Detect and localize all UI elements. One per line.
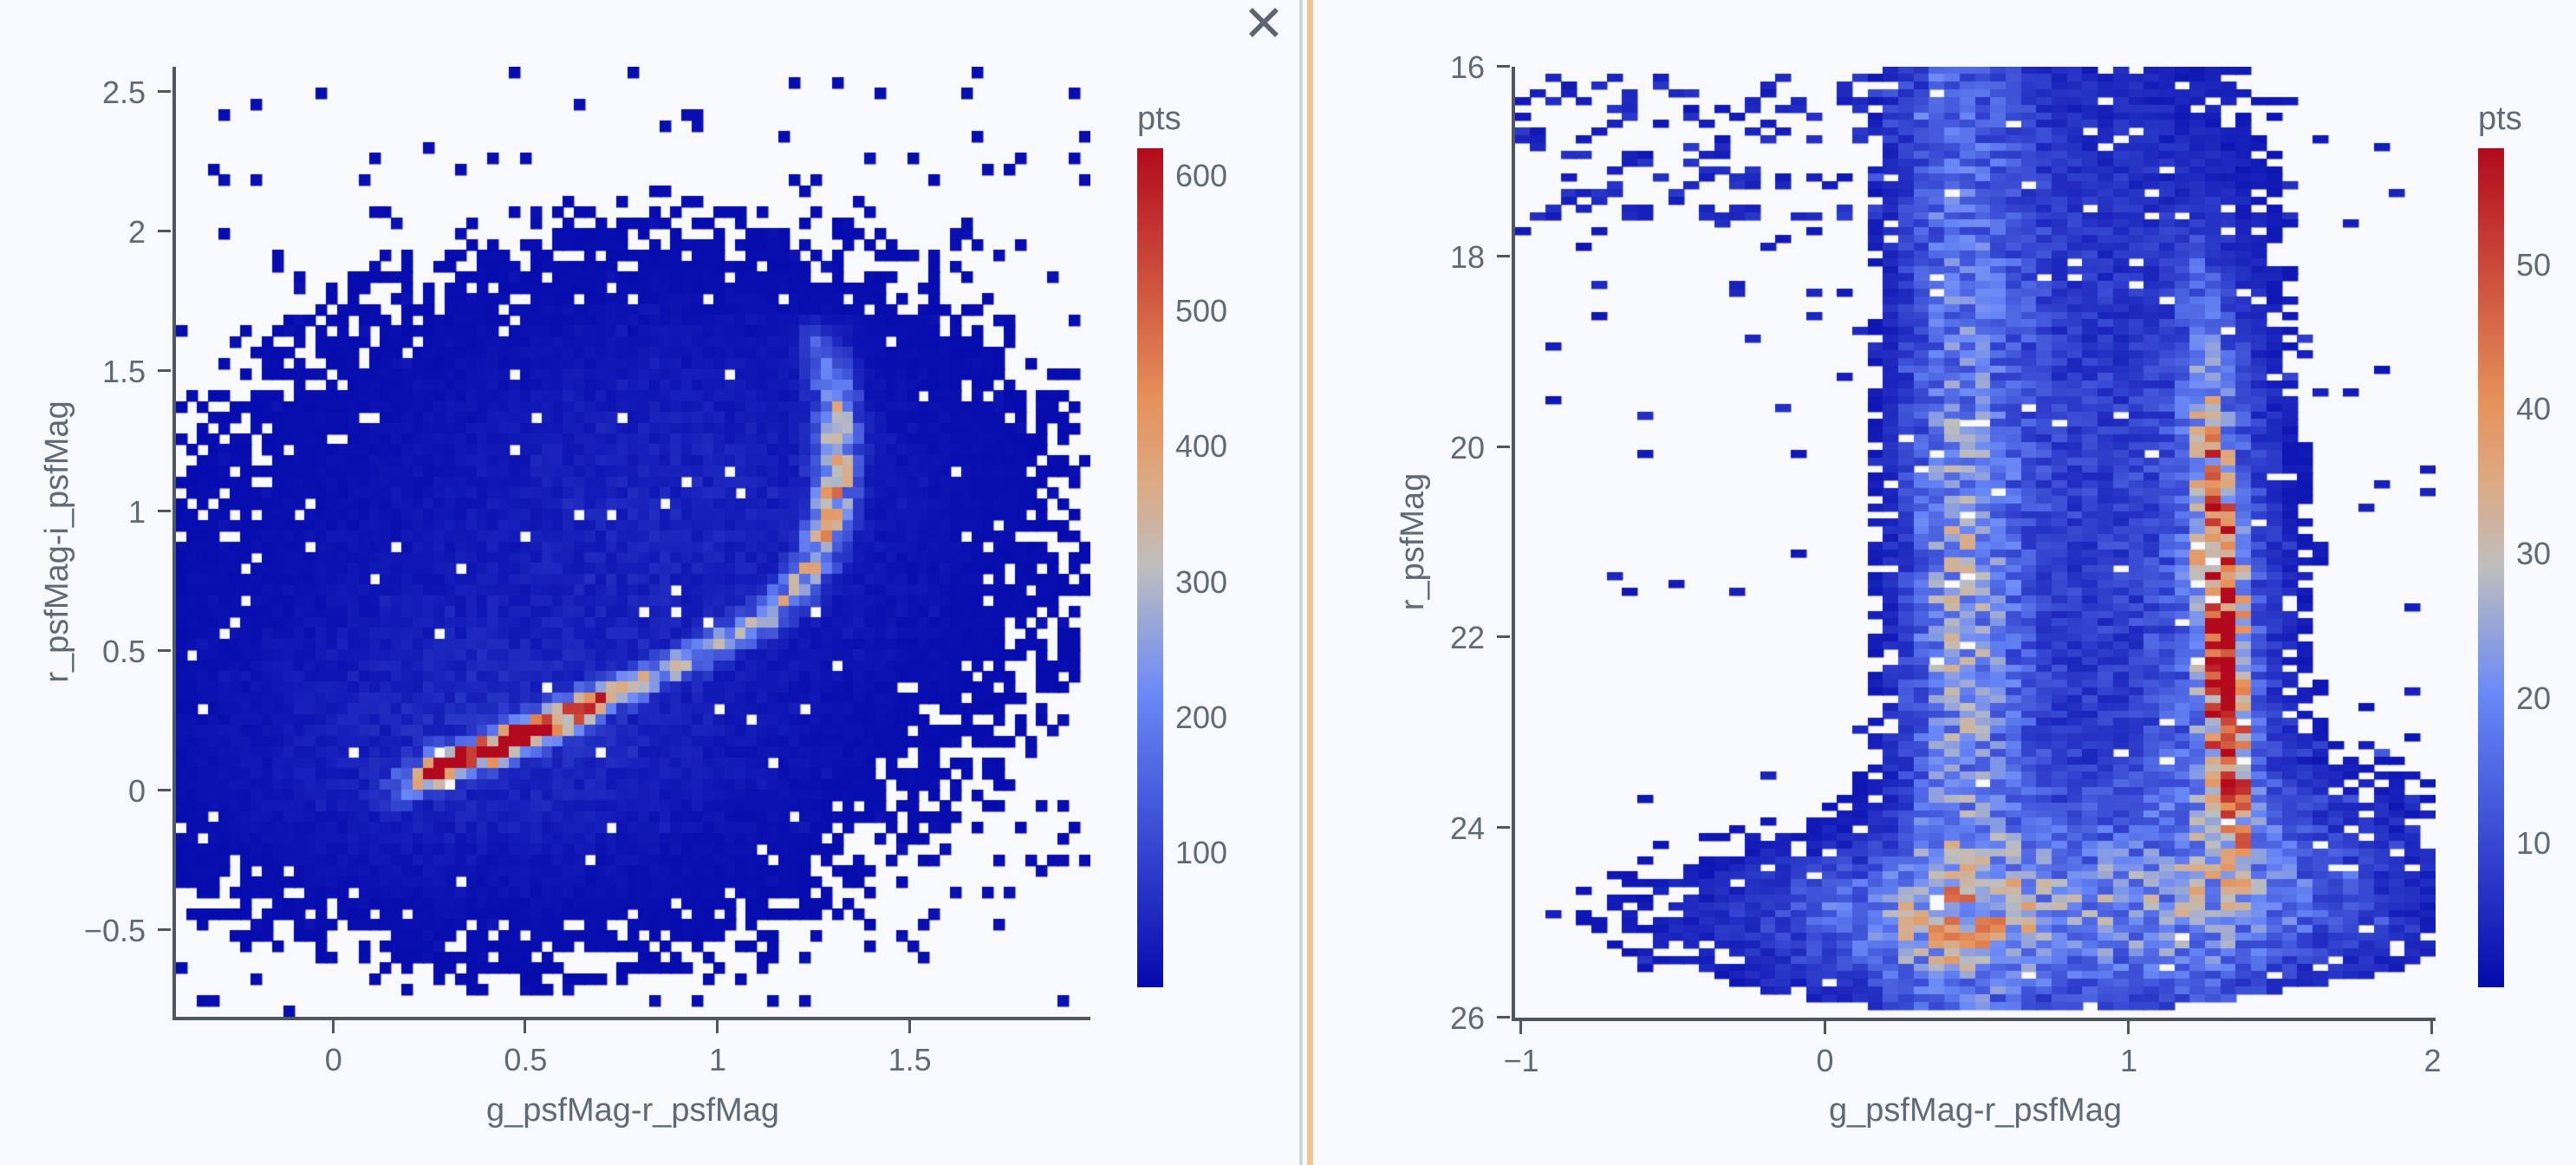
x-tick-label: 1 <box>709 1042 727 1077</box>
colorbar-tick-label: 400 <box>1175 428 1228 465</box>
y-tick-mark <box>1497 825 1510 829</box>
colorbar-tick-label: 20 <box>2516 680 2552 717</box>
colorbar-tick-label: 600 <box>1175 158 1228 194</box>
y-tick-label: 1 <box>127 493 146 530</box>
left-x-axis-title: g_psfMag-r_psfMag <box>486 1092 779 1129</box>
colorbar-tick-label: 500 <box>1175 293 1228 329</box>
right-y-axis-title: r_psfMag <box>1395 472 1431 611</box>
colorbar-tick-label: 30 <box>2516 536 2552 572</box>
colorbar <box>2478 148 2504 987</box>
x-tick-mark <box>907 1020 911 1033</box>
color-color-heatmap-canvas[interactable] <box>176 67 1090 1017</box>
y-axis-line <box>172 67 176 1020</box>
x-tick-mark <box>331 1020 335 1033</box>
x-tick-label: 0 <box>1816 1043 1834 1078</box>
y-tick-label: 2.5 <box>101 75 146 110</box>
colorbar-tick-label: 10 <box>2516 825 2552 862</box>
x-tick-mark <box>524 1020 527 1033</box>
x-tick-mark <box>1519 1021 1522 1034</box>
y-tick-mark <box>1497 1016 1510 1019</box>
colorbar-tick-label: 300 <box>1175 563 1228 600</box>
x-tick-label: 1.5 <box>888 1042 932 1077</box>
y-tick-label: 1.5 <box>101 354 146 390</box>
x-tick-label: 0.5 <box>504 1042 548 1077</box>
y-tick-mark <box>158 648 171 652</box>
colorbar-tick-label: 100 <box>1175 834 1228 870</box>
right-plot-panel: r_psfMag g_psfMag-r_psfMag pts <box>1313 0 2576 1165</box>
left-colorbar-title: pts <box>1137 101 1181 137</box>
x-tick-label: 1 <box>2119 1043 2138 1078</box>
y-tick-mark <box>158 90 171 93</box>
y-tick-mark <box>158 369 171 373</box>
y-tick-label: 26 <box>1449 1000 1485 1036</box>
right-colorbar-title: pts <box>2478 101 2522 137</box>
y-tick-mark <box>158 928 171 932</box>
y-tick-label: 18 <box>1449 239 1485 276</box>
x-axis-line <box>172 1017 1090 1020</box>
colorbar-tick-label: 40 <box>2516 391 2552 427</box>
y-tick-mark <box>1497 65 1510 68</box>
y-tick-label: −0.5 <box>83 913 146 949</box>
colorbar <box>1137 148 1163 987</box>
y-tick-mark <box>1497 445 1510 448</box>
panel-divider-rail <box>1299 0 1303 1165</box>
close-icon <box>1249 8 1278 37</box>
x-tick-mark <box>2127 1021 2130 1034</box>
y-tick-mark <box>158 788 171 791</box>
y-tick-mark <box>1497 635 1510 639</box>
y-tick-mark <box>158 230 171 233</box>
x-tick-mark <box>1823 1021 1826 1034</box>
right-x-axis-title: g_psfMag-r_psfMag <box>1829 1092 2122 1129</box>
close-panel-button[interactable] <box>1241 0 1286 45</box>
y-axis-line <box>1512 67 1515 1021</box>
y-tick-label: 0.5 <box>101 633 146 669</box>
y-tick-label: 0 <box>127 772 146 809</box>
y-tick-label: 20 <box>1449 429 1485 465</box>
x-tick-mark <box>2430 1021 2434 1034</box>
colorbar-tick-label: 200 <box>1175 699 1228 735</box>
left-plot-panel: r_psfMag-i_psfMag g_psfMag-r_psfMag pts <box>39 0 1286 1129</box>
y-tick-label: 16 <box>1449 49 1485 85</box>
panel-divider-handle[interactable] <box>1307 0 1313 1165</box>
x-tick-label: −1 <box>1503 1043 1539 1078</box>
y-tick-label: 24 <box>1449 810 1485 846</box>
colorbar-tick-label: 50 <box>2516 246 2552 283</box>
y-tick-label: 2 <box>127 214 146 251</box>
x-tick-label: 0 <box>324 1042 342 1077</box>
y-tick-mark <box>158 509 171 512</box>
color-magnitude-heatmap-canvas[interactable] <box>1515 67 2436 1018</box>
x-tick-label: 2 <box>2423 1043 2442 1078</box>
y-tick-mark <box>1497 255 1510 258</box>
y-tick-label: 22 <box>1449 620 1485 656</box>
x-axis-line <box>1512 1018 2436 1021</box>
x-tick-mark <box>716 1020 719 1033</box>
